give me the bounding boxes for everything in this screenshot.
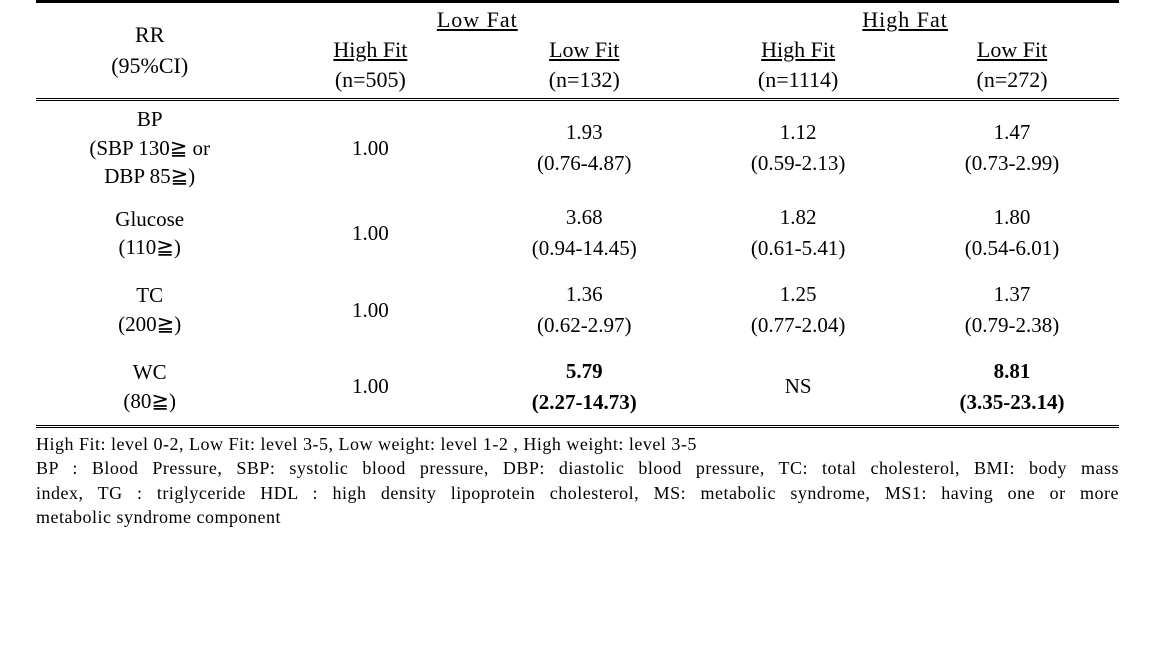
- header-group-highfat: High Fat: [691, 3, 1119, 35]
- footnote-line-1: High Fit: level 0-2, Low Fit: level 3-5,…: [36, 432, 1119, 456]
- table-row: Glucose (110≧) 1.00 3.68 (0.94-14.45) 1.…: [36, 194, 1119, 271]
- table-row: WC (80≧) 1.00 5.79 (2.27-14.73) NS 8.81 …: [36, 348, 1119, 425]
- header-sub-1-fit: Low Fit: [549, 37, 619, 62]
- cell-ci: (0.59-2.13): [691, 148, 905, 178]
- cell-ci: (0.73-2.99): [905, 148, 1119, 178]
- cell-tc-2: 1.25 (0.77-2.04): [691, 271, 905, 348]
- cell-wc-2: NS: [691, 348, 905, 425]
- cell-rr: 1.00: [263, 218, 477, 248]
- row-label-line: (110≧): [119, 235, 181, 259]
- cell-rr: 1.93: [477, 117, 691, 147]
- cell-rr: 1.82: [691, 202, 905, 232]
- cell-wc-0: 1.00: [263, 348, 477, 425]
- row-label-line: WC: [133, 360, 167, 384]
- header-sub-3-fit: Low Fit: [977, 37, 1047, 62]
- cell-ci: (0.94-14.45): [477, 233, 691, 263]
- header-sub-1: Low Fit (n=132): [477, 35, 691, 100]
- cell-rr: 1.00: [263, 371, 477, 401]
- cell-ci: (0.61-5.41): [691, 233, 905, 263]
- header-sub-2: High Fit (n=1114): [691, 35, 905, 100]
- table-row: TC (200≧) 1.00 1.36 (0.62-2.97) 1.25 (0.…: [36, 271, 1119, 348]
- footnote-line-4: metabolic syndrome component: [36, 505, 1119, 529]
- cell-glu-1: 3.68 (0.94-14.45): [477, 194, 691, 271]
- cell-ci: (0.79-2.38): [905, 310, 1119, 340]
- row-label-line: TC: [136, 283, 163, 307]
- header-sub-0: High Fit (n=505): [263, 35, 477, 100]
- row-label-tc: TC (200≧): [36, 271, 263, 348]
- row-label-glucose: Glucose (110≧): [36, 194, 263, 271]
- cell-ci: (0.54-6.01): [905, 233, 1119, 263]
- cell-bp-2: 1.12 (0.59-2.13): [691, 101, 905, 194]
- table-container: RR (95%CI) Low Fat High Fat High Fit (n=…: [0, 0, 1155, 529]
- footnote-line-2: BP : Blood Pressure, SBP: systolic blood…: [36, 456, 1119, 480]
- row-label-line: (200≧): [118, 312, 181, 336]
- cell-ci: (0.76-4.87): [477, 148, 691, 178]
- cell-rr: 1.00: [263, 295, 477, 325]
- cell-rr: 1.80: [905, 202, 1119, 232]
- cell-ci: (3.35-23.14): [905, 387, 1119, 417]
- rr-table: RR (95%CI) Low Fat High Fat High Fit (n=…: [36, 0, 1119, 425]
- cell-rr: 1.36: [477, 279, 691, 309]
- header-rr-line1: RR: [135, 22, 164, 47]
- header-rr-line2: (95%CI): [111, 53, 188, 78]
- cell-wc-1: 5.79 (2.27-14.73): [477, 348, 691, 425]
- row-label-line: BP: [137, 107, 163, 131]
- cell-ci: (0.77-2.04): [691, 310, 905, 340]
- row-label-line: (80≧): [123, 389, 176, 413]
- row-label-bp: BP (SBP 130≧ or DBP 85≧): [36, 101, 263, 194]
- cell-glu-3: 1.80 (0.54-6.01): [905, 194, 1119, 271]
- footnote-block: High Fit: level 0-2, Low Fit: level 3-5,…: [36, 425, 1119, 529]
- header-sub-1-n: (n=132): [549, 67, 620, 92]
- header-sub-0-n: (n=505): [335, 67, 406, 92]
- cell-bp-1: 1.93 (0.76-4.87): [477, 101, 691, 194]
- header-sub-3: Low Fit (n=272): [905, 35, 1119, 100]
- header-sub-2-n: (n=1114): [758, 67, 838, 92]
- cell-rr: 1.00: [263, 133, 477, 163]
- cell-tc-0: 1.00: [263, 271, 477, 348]
- table-row: BP (SBP 130≧ or DBP 85≧) 1.00 1.93 (0.76…: [36, 101, 1119, 194]
- cell-rr: 3.68: [477, 202, 691, 232]
- header-sub-0-fit: High Fit: [333, 37, 407, 62]
- cell-bp-0: 1.00: [263, 101, 477, 194]
- header-sub-3-n: (n=272): [977, 67, 1048, 92]
- cell-rr: 5.79: [477, 356, 691, 386]
- header-rr: RR (95%CI): [36, 3, 263, 100]
- cell-rr: 8.81: [905, 356, 1119, 386]
- footnote-line-3: index, TG : triglyceride HDL : high dens…: [36, 481, 1119, 505]
- row-label-line: Glucose: [115, 207, 184, 231]
- header-sub-2-fit: High Fit: [761, 37, 835, 62]
- cell-rr: 1.25: [691, 279, 905, 309]
- cell-tc-3: 1.37 (0.79-2.38): [905, 271, 1119, 348]
- cell-rr: 1.12: [691, 117, 905, 147]
- cell-rr: NS: [691, 371, 905, 401]
- cell-glu-0: 1.00: [263, 194, 477, 271]
- cell-rr: 1.47: [905, 117, 1119, 147]
- row-label-line: (SBP 130≧ or: [89, 136, 210, 160]
- row-label-wc: WC (80≧): [36, 348, 263, 425]
- cell-rr: 1.37: [905, 279, 1119, 309]
- row-label-line: DBP 85≧): [104, 164, 195, 188]
- header-group-lowfat: Low Fat: [263, 3, 691, 35]
- cell-tc-1: 1.36 (0.62-2.97): [477, 271, 691, 348]
- cell-ci: (2.27-14.73): [477, 387, 691, 417]
- cell-wc-3: 8.81 (3.35-23.14): [905, 348, 1119, 425]
- cell-bp-3: 1.47 (0.73-2.99): [905, 101, 1119, 194]
- cell-ci: (0.62-2.97): [477, 310, 691, 340]
- cell-glu-2: 1.82 (0.61-5.41): [691, 194, 905, 271]
